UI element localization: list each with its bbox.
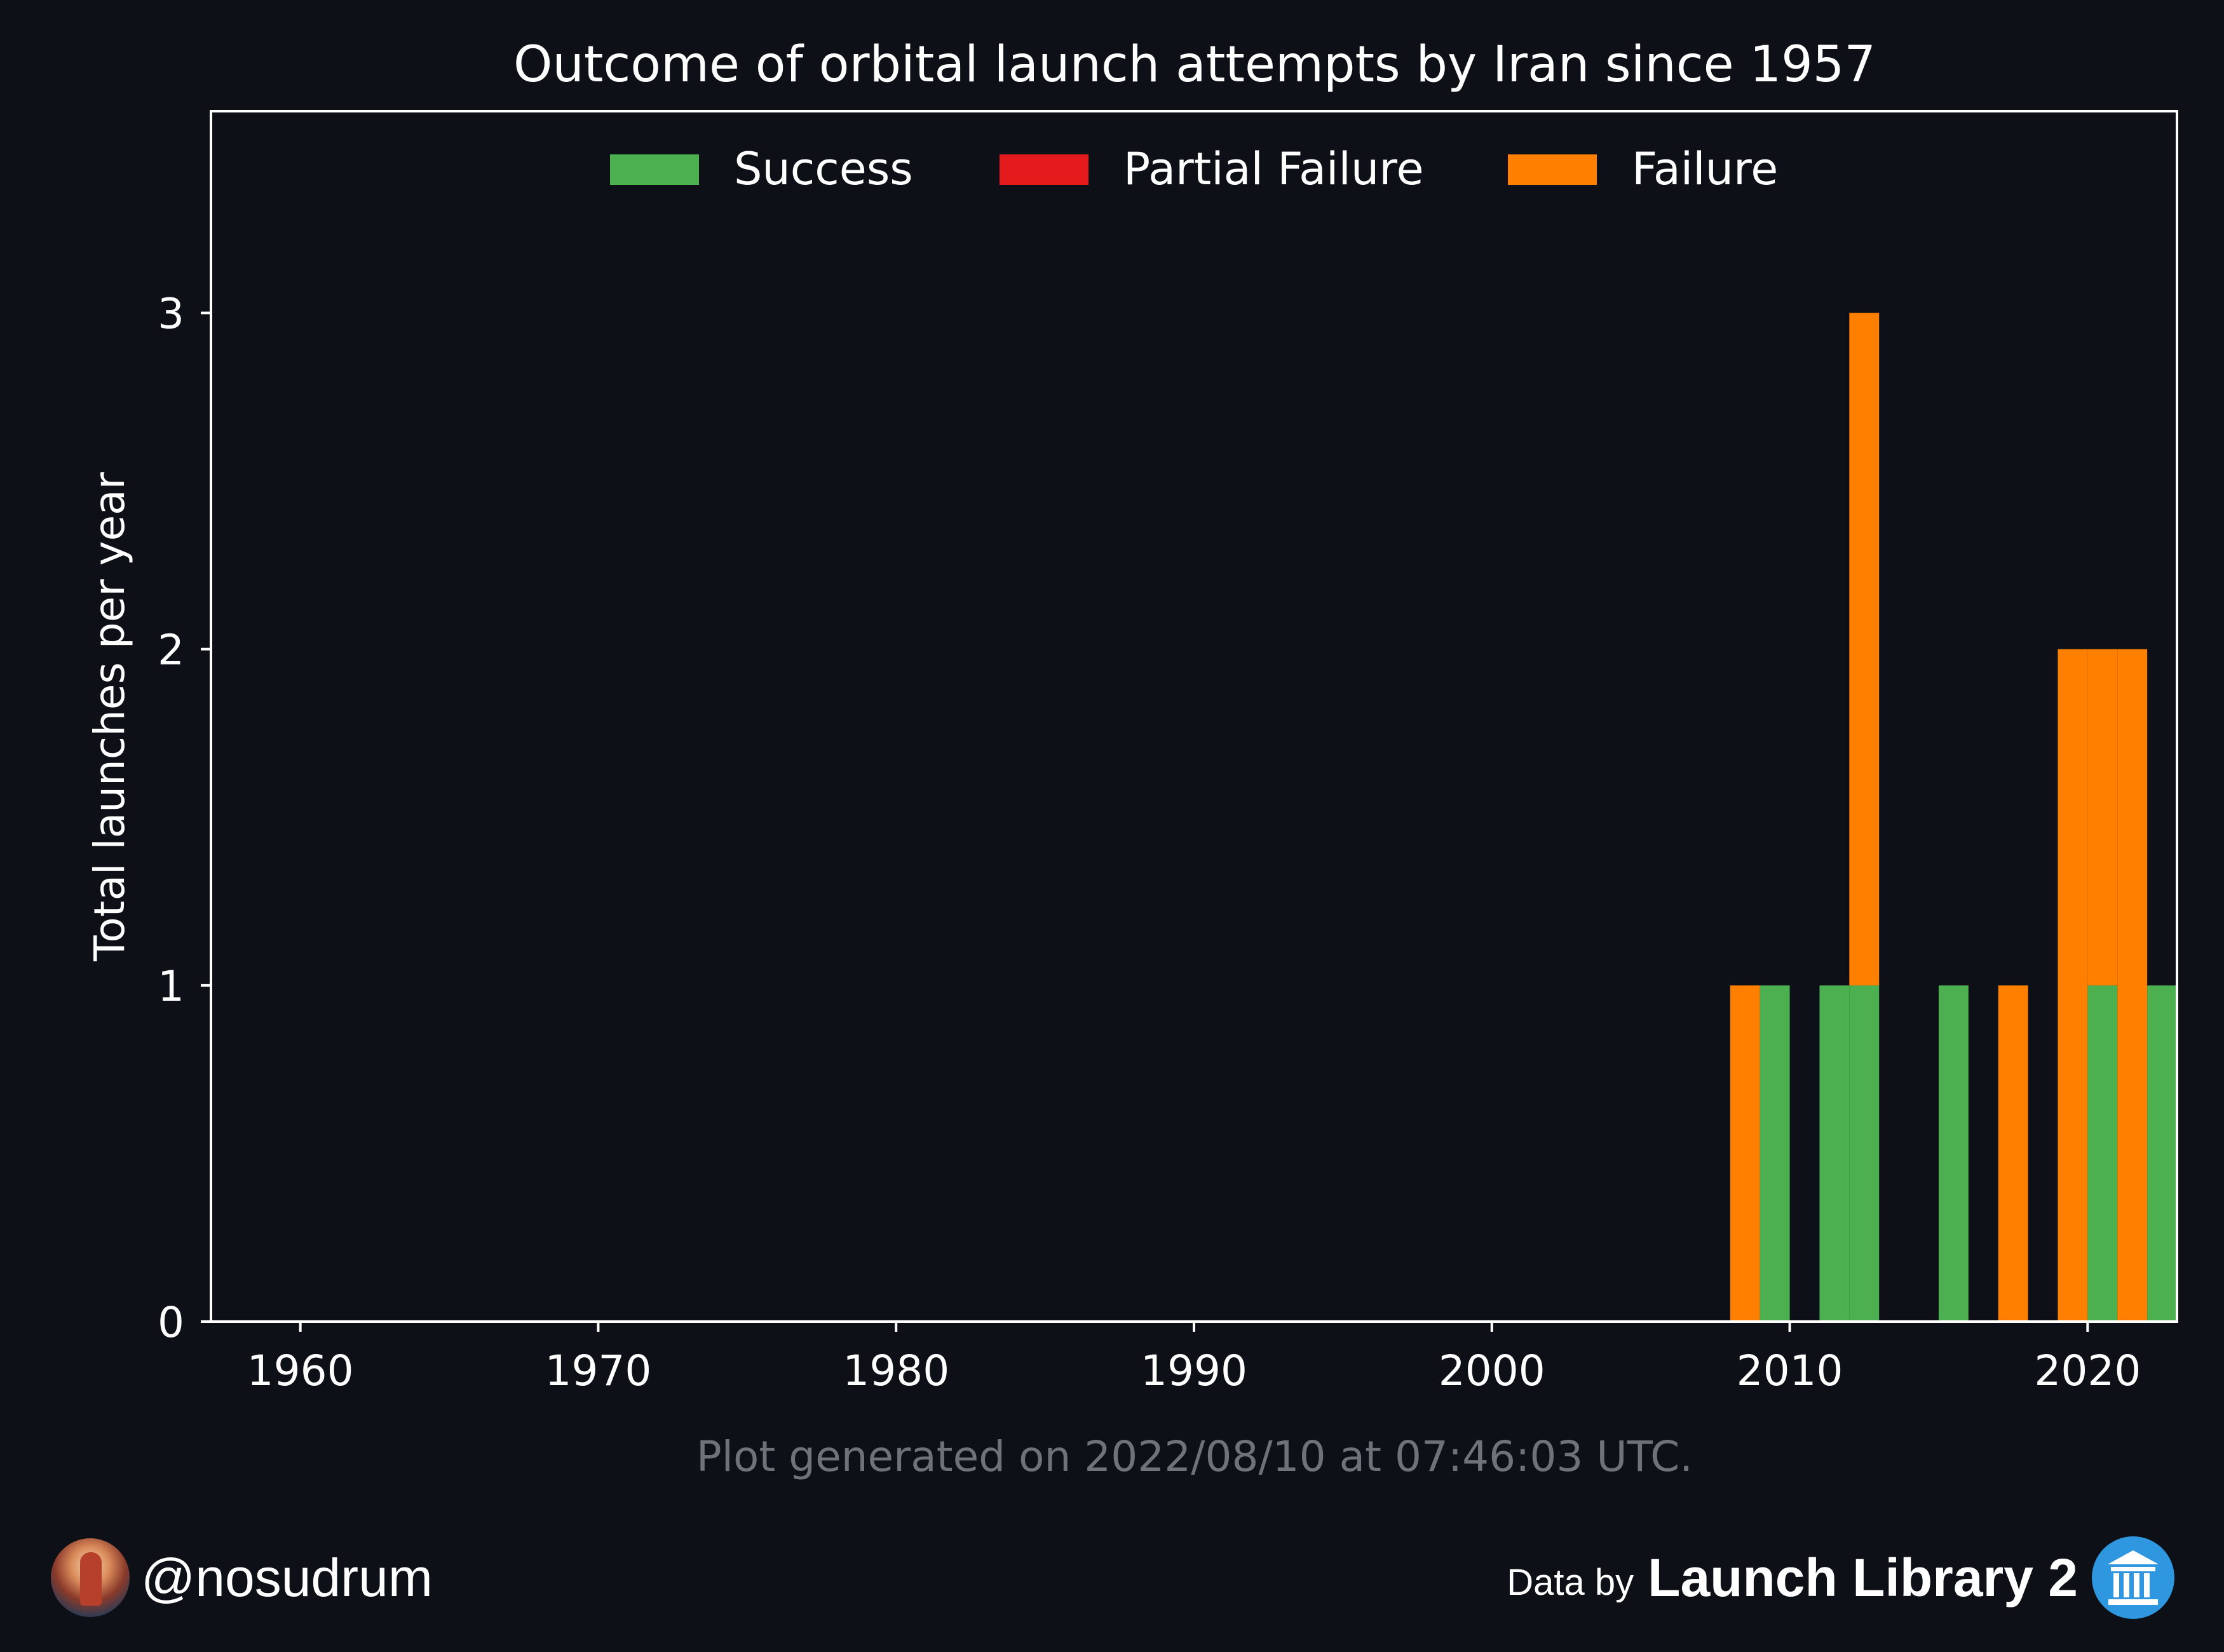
y-axis-label: Total launches per year xyxy=(85,471,134,961)
credit-brand: Launch Library 2 xyxy=(1648,1547,2078,1608)
bar-success-2012 xyxy=(1849,985,1880,1322)
generated-note: Plot generated on 2022/08/10 at 07:46:03… xyxy=(696,1432,1693,1481)
legend-swatch xyxy=(610,154,699,185)
bar-success-2009 xyxy=(1760,985,1790,1322)
bar-success-2022 xyxy=(2147,985,2177,1322)
legend-label: Success xyxy=(734,143,913,195)
legend-item-success: Success xyxy=(610,143,913,195)
bars-layer xyxy=(1730,313,2177,1322)
legend-item-failure: Failure xyxy=(1508,143,1778,195)
bar-success-2011 xyxy=(1819,985,1850,1322)
bar-failure-2020 xyxy=(2087,649,2118,985)
legend-label: Partial Failure xyxy=(1123,143,1424,195)
bar-failure-2021 xyxy=(2117,649,2148,1322)
axis-ticks: 1960 1970 1980 1990 2000 2010 2020 0 1 2 3 xyxy=(158,290,2141,1396)
author-handle[interactable]: @nosudrum xyxy=(51,1536,433,1619)
y-tick-label: 2 xyxy=(158,626,184,675)
y-tick-label: 3 xyxy=(158,290,184,339)
x-tick-label: 1970 xyxy=(545,1346,651,1395)
astronaut-avatar-icon xyxy=(51,1538,130,1617)
data-credit[interactable]: Data by Launch Library 2 xyxy=(1507,1536,2174,1619)
astronaut-figure xyxy=(80,1552,102,1606)
x-tick-label: 2000 xyxy=(1439,1346,1545,1395)
handle-text: @nosudrum xyxy=(141,1547,433,1608)
x-tick-label: 1990 xyxy=(1141,1346,1247,1395)
y-tick-label: 0 xyxy=(158,1298,184,1347)
bar-failure-2017 xyxy=(1998,985,2028,1322)
legend-item-partial-failure: Partial Failure xyxy=(1000,143,1424,195)
columns-building-icon xyxy=(2092,1536,2174,1619)
plot-area-frame xyxy=(210,110,2178,1323)
legend-label: Failure xyxy=(1632,143,1778,195)
bar-failure-2008 xyxy=(1730,985,1760,1322)
credit-prefix: Data by xyxy=(1507,1561,1634,1603)
legend: Success Partial Failure Failure xyxy=(610,143,1778,195)
x-tick-label: 1960 xyxy=(247,1346,354,1395)
bar-failure-2019 xyxy=(2058,649,2088,1322)
x-tick-label: 2010 xyxy=(1737,1346,1843,1395)
legend-swatch xyxy=(1508,154,1597,185)
legend-swatch xyxy=(1000,154,1088,185)
x-tick-label: 1980 xyxy=(843,1346,949,1395)
x-tick-label: 2020 xyxy=(2034,1346,2141,1395)
chart-title: Outcome of orbital launch attempts by Ir… xyxy=(513,36,1876,93)
bar-success-2015 xyxy=(1938,985,1969,1322)
bar-failure-2012 xyxy=(1849,313,1880,985)
bar-success-2020 xyxy=(2087,985,2118,1322)
y-tick-label: 1 xyxy=(158,962,184,1011)
